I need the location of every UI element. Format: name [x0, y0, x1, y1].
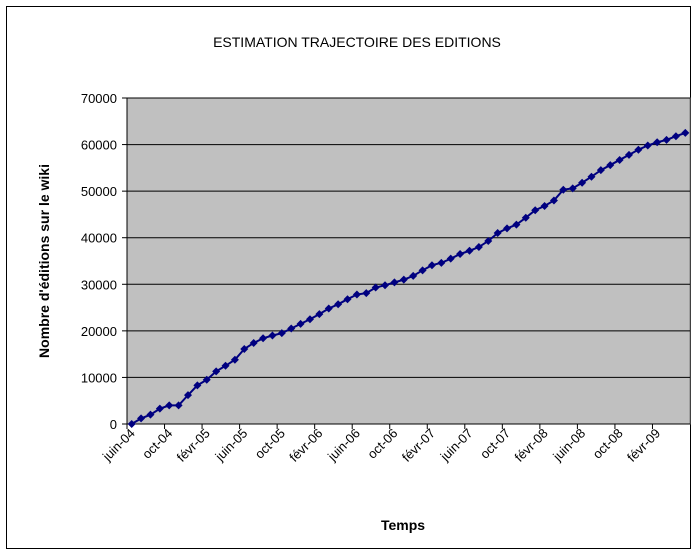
data-point	[427, 261, 436, 270]
data-point	[625, 150, 634, 159]
data-point	[259, 334, 268, 343]
data-point	[409, 271, 418, 280]
data-point	[512, 220, 521, 229]
data-point	[334, 300, 343, 309]
data-point	[277, 329, 286, 338]
data-point	[296, 319, 305, 328]
data-point	[315, 310, 324, 319]
y-tick-label: 10000	[81, 370, 117, 385]
y-tick-label: 60000	[81, 138, 117, 153]
data-point	[183, 391, 192, 400]
data-point	[221, 361, 230, 370]
data-point	[596, 166, 605, 175]
y-axis-title: Nombre d'éditions sur le wiki	[36, 164, 52, 358]
y-tick-label: 30000	[81, 277, 117, 292]
data-point	[681, 128, 690, 137]
data-point	[540, 202, 549, 211]
data-point	[193, 381, 202, 390]
data-point	[521, 213, 530, 222]
data-point	[643, 141, 652, 150]
data-point	[371, 283, 380, 292]
data-point	[418, 266, 427, 275]
data-point	[399, 275, 408, 284]
y-tick-label: 20000	[81, 324, 117, 339]
data-point	[465, 246, 474, 255]
y-tick-label: 0	[110, 417, 117, 432]
data-point	[137, 414, 146, 423]
data-point	[456, 250, 465, 259]
data-point	[362, 289, 371, 298]
chart-title: ESTIMATION TRAJECTOIRE DES EDITIONS	[213, 34, 501, 50]
data-point	[212, 367, 221, 376]
data-point	[390, 278, 399, 287]
data-point	[127, 420, 136, 428]
data-point	[446, 254, 455, 263]
data-point	[240, 345, 249, 354]
y-tick-label: 70000	[81, 91, 117, 106]
data-point	[437, 258, 446, 267]
data-point	[503, 224, 512, 233]
data-point	[615, 155, 624, 164]
data-point	[343, 295, 352, 304]
data-point	[549, 196, 558, 205]
data-point	[165, 401, 174, 410]
data-point	[146, 410, 155, 419]
data-point	[559, 185, 568, 194]
data-point	[634, 145, 643, 154]
data-point	[662, 135, 671, 144]
data-point	[484, 236, 493, 245]
data-point	[174, 401, 183, 410]
data-point	[587, 172, 596, 181]
data-point	[249, 338, 258, 347]
data-point	[671, 132, 680, 141]
data-point	[352, 290, 361, 299]
data-point	[531, 206, 540, 215]
data-point	[653, 138, 662, 147]
data-point	[606, 161, 615, 170]
data-point	[474, 243, 483, 252]
data-point	[268, 331, 277, 340]
data-point	[155, 404, 164, 413]
y-tick-label: 40000	[81, 231, 117, 246]
data-point	[493, 229, 502, 238]
data-point	[230, 355, 239, 364]
y-tick-label: 50000	[81, 184, 117, 199]
data-point	[568, 184, 577, 193]
data-point	[305, 315, 314, 324]
data-point	[324, 304, 333, 313]
data-point	[287, 324, 296, 333]
data-point	[202, 375, 211, 384]
data-point	[381, 281, 390, 290]
x-axis-title: Temps	[381, 517, 425, 533]
data-point	[578, 178, 587, 187]
